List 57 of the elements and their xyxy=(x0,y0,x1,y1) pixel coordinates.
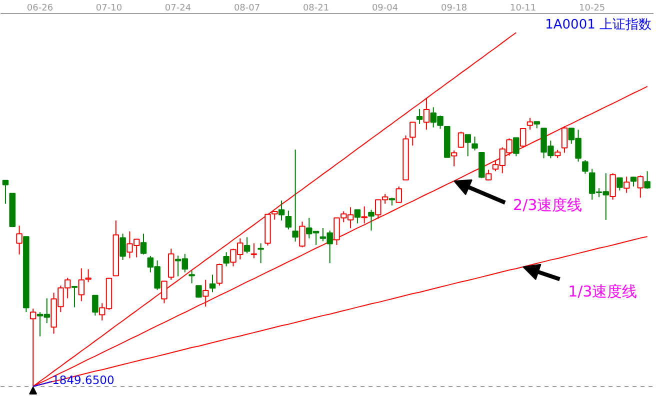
candlestick xyxy=(458,131,464,148)
candlestick xyxy=(196,285,202,298)
candlestick xyxy=(285,210,292,230)
candlestick xyxy=(258,242,264,264)
annotation: 2/3速度线 xyxy=(513,196,582,214)
candlestick xyxy=(216,263,223,286)
candlestick xyxy=(610,172,616,200)
candlestick xyxy=(616,177,623,192)
candlestick xyxy=(450,150,458,167)
candlestick xyxy=(582,159,588,174)
candlestick xyxy=(526,117,534,130)
candlestick xyxy=(16,225,22,255)
x-tick-label: 10-25 xyxy=(579,4,606,14)
candlestick xyxy=(202,279,209,308)
candlestick xyxy=(140,233,147,255)
candlestick xyxy=(644,170,650,190)
x-tick-label: 10-11 xyxy=(510,4,536,14)
x-tick-label: 07-24 xyxy=(164,4,192,14)
candlestick xyxy=(2,180,9,204)
candlestick xyxy=(630,176,637,187)
x-tick-label: 06-26 xyxy=(26,4,54,14)
candlestick xyxy=(299,221,306,248)
candlestick xyxy=(244,236,250,254)
candlestick xyxy=(485,169,492,181)
candlestick xyxy=(423,98,430,130)
candlestick xyxy=(120,233,126,260)
candlestick xyxy=(396,186,402,203)
candlestick xyxy=(623,176,630,194)
candlestick xyxy=(71,286,78,308)
candlestick xyxy=(472,136,478,151)
candlestick xyxy=(161,280,168,304)
candlestick xyxy=(416,108,423,124)
candlestick xyxy=(368,209,374,232)
candlestick xyxy=(188,270,195,284)
candlestick xyxy=(209,274,216,293)
candlestick xyxy=(520,127,526,148)
x-tick-label: 09-18 xyxy=(440,4,468,14)
candlestick xyxy=(513,137,520,157)
x-tick-label: 08-07 xyxy=(234,4,260,14)
candlestick xyxy=(292,149,298,242)
x-tick-label: 07-10 xyxy=(96,4,122,14)
chart-title: 1A0001 上证指数 xyxy=(545,18,652,33)
candlestick xyxy=(410,122,416,146)
annotation: 1849.6500 xyxy=(52,372,114,387)
annotation: 1/3速度线 xyxy=(568,282,638,301)
x-tick-label: 08-21 xyxy=(302,4,330,14)
x-tick-label: 09-04 xyxy=(372,4,398,14)
candlestick xyxy=(278,200,285,221)
candlestick xyxy=(168,248,174,280)
candlestick xyxy=(223,252,230,267)
candlestick xyxy=(361,206,368,224)
candlestick xyxy=(637,175,644,198)
candlestick xyxy=(464,134,471,157)
candlestick xyxy=(250,242,258,259)
candlestick xyxy=(92,294,98,316)
candlestick xyxy=(354,209,361,224)
candlestick xyxy=(561,126,568,154)
